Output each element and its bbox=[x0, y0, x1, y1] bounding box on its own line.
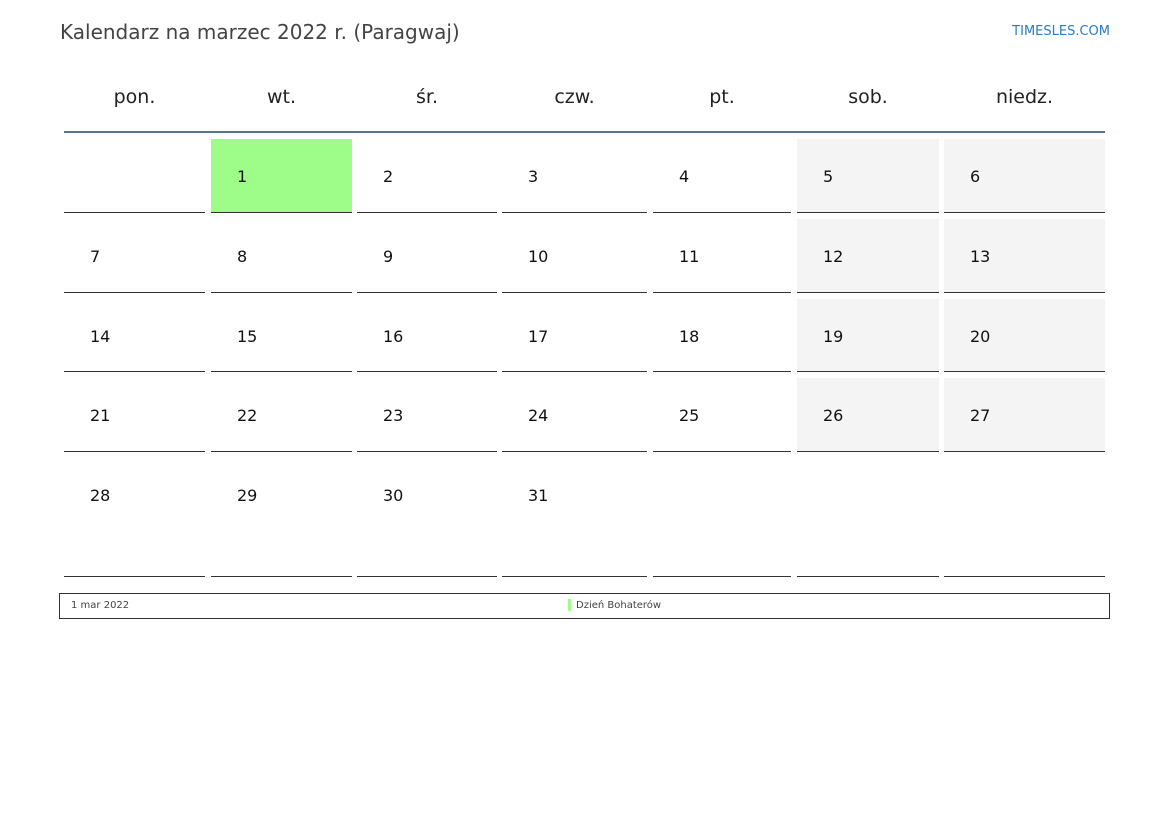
day-cell: 12 bbox=[797, 219, 939, 293]
day-cell: 26 bbox=[797, 378, 939, 452]
day-number: 9 bbox=[383, 247, 394, 266]
legend-holiday-name: Dzień Bohaterów bbox=[576, 600, 662, 611]
day-cell: 22 bbox=[211, 378, 352, 452]
day-number: 1 bbox=[237, 167, 248, 186]
day-number: 3 bbox=[528, 167, 539, 186]
day-cell: 5 bbox=[797, 139, 939, 213]
day-cell: 31 bbox=[502, 458, 647, 577]
day-cell: 17 bbox=[502, 299, 647, 372]
day-number: 21 bbox=[90, 406, 111, 425]
weekday-header: pt. bbox=[709, 86, 735, 108]
day-number: 23 bbox=[383, 406, 404, 425]
weekday-header: niedz. bbox=[995, 86, 1054, 108]
day-cell: 16 bbox=[357, 299, 497, 372]
day-cell: 14 bbox=[64, 299, 205, 372]
day-cell: 24 bbox=[502, 378, 647, 452]
day-number: 20 bbox=[970, 327, 991, 346]
day-cell: 8 bbox=[211, 219, 352, 293]
day-number: 17 bbox=[528, 327, 549, 346]
day-cell: 23 bbox=[357, 378, 497, 452]
day-cell: 18 bbox=[653, 299, 791, 372]
weekday-header: śr. bbox=[415, 86, 438, 108]
day-cell: 4 bbox=[653, 139, 791, 213]
holiday-color-marker bbox=[568, 599, 571, 611]
empty-cell bbox=[653, 458, 791, 577]
page-title: Kalendarz na marzec 2022 r. (Paragwaj) bbox=[60, 20, 460, 44]
day-cell: 15 bbox=[211, 299, 352, 372]
day-number: 6 bbox=[970, 167, 981, 186]
day-number: 4 bbox=[679, 167, 690, 186]
day-cell: 27 bbox=[944, 378, 1105, 452]
day-cell: 3 bbox=[502, 139, 647, 213]
brand-link[interactable]: TIMESLES.COM bbox=[1012, 24, 1110, 39]
day-number: 24 bbox=[528, 406, 549, 425]
day-number: 22 bbox=[237, 406, 258, 425]
day-number: 15 bbox=[237, 327, 258, 346]
day-number: 5 bbox=[823, 167, 834, 186]
day-cell: 21 bbox=[64, 378, 205, 452]
day-number: 18 bbox=[679, 327, 700, 346]
day-number: 26 bbox=[823, 406, 844, 425]
day-cell: 28 bbox=[64, 458, 205, 577]
weekday-header: sob. bbox=[848, 86, 888, 108]
empty-cell bbox=[944, 458, 1105, 577]
day-number: 25 bbox=[679, 406, 700, 425]
day-cell: 11 bbox=[653, 219, 791, 293]
day-number: 27 bbox=[970, 406, 991, 425]
day-number: 7 bbox=[90, 247, 101, 266]
day-number: 10 bbox=[528, 247, 549, 266]
day-cell: 19 bbox=[797, 299, 939, 372]
day-number: 29 bbox=[237, 486, 258, 505]
day-number: 12 bbox=[823, 247, 844, 266]
day-cell: 20 bbox=[944, 299, 1105, 372]
day-number: 14 bbox=[90, 327, 111, 346]
legend-date: 1 mar 2022 bbox=[71, 600, 130, 611]
day-number: 31 bbox=[528, 486, 549, 505]
day-cell: 13 bbox=[944, 219, 1105, 293]
day-number: 2 bbox=[383, 167, 394, 186]
day-cell: 1 bbox=[211, 139, 352, 213]
day-cell: 29 bbox=[211, 458, 352, 577]
day-cell: 6 bbox=[944, 139, 1105, 213]
day-number: 11 bbox=[679, 247, 700, 266]
day-number: 28 bbox=[90, 486, 111, 505]
day-cell: 25 bbox=[653, 378, 791, 452]
day-number: 19 bbox=[823, 327, 844, 346]
day-number: 16 bbox=[383, 327, 404, 346]
weekday-header: czw. bbox=[554, 86, 595, 108]
day-cell: 30 bbox=[357, 458, 497, 577]
day-cell: 2 bbox=[357, 139, 497, 213]
day-cell: 9 bbox=[357, 219, 497, 293]
weekday-header: pon. bbox=[113, 86, 156, 108]
empty-cell bbox=[64, 139, 205, 213]
holiday-legend: 1 mar 2022 Dzień Bohaterów bbox=[59, 593, 1110, 619]
day-number: 8 bbox=[237, 247, 248, 266]
day-cell: 10 bbox=[502, 219, 647, 293]
header-rule bbox=[64, 131, 1105, 133]
day-number: 13 bbox=[970, 247, 991, 266]
day-cell: 7 bbox=[64, 219, 205, 293]
empty-cell bbox=[797, 458, 939, 577]
weekday-header: wt. bbox=[266, 86, 297, 108]
day-number: 30 bbox=[383, 486, 404, 505]
